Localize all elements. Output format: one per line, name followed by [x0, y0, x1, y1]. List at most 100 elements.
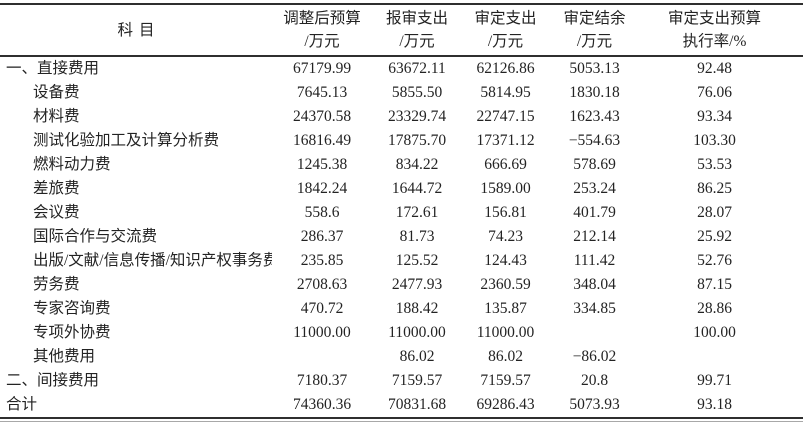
value-cell: 5855.50	[391, 84, 443, 101]
table-row: 会议费 558.6 172.61 156.81 401.79 28.07	[0, 201, 803, 225]
value-cell: 103.30	[693, 132, 736, 149]
value-cell: 7180.37	[296, 372, 348, 389]
bottom-rule-shadow	[0, 421, 803, 422]
value-cell: 5053.13	[569, 60, 620, 77]
subject-cell: 出版/文献/信息传播/知识产权事务费	[33, 252, 272, 269]
value-cell: 23329.74	[387, 108, 447, 125]
value-cell: 22747.15	[476, 108, 535, 125]
value-cell: 11000.00	[388, 324, 446, 341]
value-cell: 11000.00	[476, 324, 535, 341]
value-cell: 135.87	[484, 300, 527, 317]
table-row: 合计 74360.36 70831.68 69286.43 5073.93 93…	[0, 393, 803, 418]
value-cell	[549, 321, 640, 345]
value-cell: 172.61	[395, 204, 439, 221]
header-line2: /万元	[304, 33, 340, 50]
value-cell: 86.02	[399, 348, 435, 365]
value-cell: 1245.38	[296, 156, 348, 173]
header-line1: 审定结余	[563, 10, 626, 27]
subject-cell: 设备费	[33, 84, 80, 101]
value-cell: 74.23	[488, 228, 523, 245]
table-row: 测试化验加工及计算分析费 16816.49 17875.70 17371.12 …	[0, 129, 803, 153]
value-cell: 578.69	[573, 156, 616, 173]
value-cell: 111.42	[573, 252, 616, 269]
col-header-adjusted-budget: 调整后预算 /万元	[272, 4, 372, 57]
value-cell: 834.22	[395, 156, 439, 173]
value-cell: 2360.59	[480, 276, 531, 293]
value-cell: 28.86	[697, 300, 732, 317]
value-cell: 81.73	[399, 228, 435, 245]
subject-cell: 合计	[6, 396, 38, 413]
value-cell: 20.8	[580, 372, 609, 389]
value-cell: 334.85	[573, 300, 616, 317]
value-cell: 253.24	[573, 180, 616, 197]
value-cell: 63672.11	[388, 60, 446, 77]
subject-cell: 材料费	[33, 108, 80, 125]
value-cell: 86.25	[697, 180, 732, 197]
value-cell: 235.85	[300, 252, 344, 269]
header-line1: 审定支出预算	[667, 10, 761, 27]
table-row: 差旅费 1842.24 1644.72 1589.00 253.24 86.25	[0, 177, 803, 201]
header-row: 科目 调整后预算 /万元 报审支出 /万元 审定支出 /万元 审定结余 /万元	[0, 4, 803, 57]
subject-header-label: 科目	[117, 21, 161, 39]
header-line2: /万元	[487, 33, 524, 50]
header-line2: /万元	[399, 33, 435, 50]
col-header-approved-balance: 审定结余 /万元	[549, 4, 640, 57]
value-cell: 53.53	[697, 156, 732, 173]
subject-cell: 专项外协费	[33, 324, 111, 341]
value-cell: 28.07	[697, 204, 732, 221]
subject-cell: 燃料动力费	[33, 156, 111, 173]
value-cell: 70831.68	[387, 396, 447, 413]
value-cell: 87.15	[697, 276, 732, 293]
table-row: 燃料动力费 1245.38 834.22 666.69 578.69 53.53	[0, 153, 803, 177]
header-line2: /万元	[576, 33, 613, 50]
value-cell: 2477.93	[391, 276, 443, 293]
subject-cell: 劳务费	[33, 276, 80, 293]
value-cell: 17371.12	[476, 132, 535, 149]
table-row: 其他费用 86.02 86.02 −86.02	[0, 345, 803, 369]
table-row: 国际合作与交流费 286.37 81.73 74.23 212.14 25.92	[0, 225, 803, 249]
value-cell: 52.76	[697, 252, 732, 269]
table-row: 设备费 7645.13 5855.50 5814.95 1830.18 76.0…	[0, 81, 803, 105]
header-line2: 执行率/%	[682, 33, 747, 50]
value-cell: 1830.18	[569, 84, 620, 101]
subject-cell: 差旅费	[33, 180, 80, 197]
col-header-approved-expenditure: 审定支出 /万元	[462, 4, 549, 57]
table-row: 二、间接费用 7180.37 7159.57 7159.57 20.8 99.7…	[0, 369, 803, 393]
subject-cell: 测试化验加工及计算分析费	[33, 132, 220, 149]
value-cell: 11000.00	[293, 324, 351, 341]
value-cell: 470.72	[300, 300, 344, 317]
table-row: 材料费 24370.58 23329.74 22747.15 1623.43 9…	[0, 105, 803, 129]
value-cell: 7159.57	[480, 372, 531, 389]
table-row: 出版/文献/信息传播/知识产权事务费 235.85 125.52 124.43 …	[0, 249, 803, 273]
subject-cell: 国际合作与交流费	[33, 228, 158, 245]
subject-cell: 会议费	[33, 204, 80, 221]
value-cell: 24370.58	[292, 108, 352, 125]
col-header-execution-rate: 审定支出预算 执行率/%	[640, 4, 803, 57]
value-cell: 2708.63	[296, 276, 348, 293]
value-cell: 69286.43	[476, 396, 535, 413]
table-header: 科目 调整后预算 /万元 报审支出 /万元 审定支出 /万元 审定结余 /万元	[0, 4, 803, 57]
value-cell: 188.42	[395, 300, 439, 317]
value-cell: 348.04	[573, 276, 616, 293]
value-cell: 7159.57	[391, 372, 443, 389]
budget-execution-table: 科目 调整后预算 /万元 报审支出 /万元 审定支出 /万元 审定结余 /万元	[0, 3, 803, 419]
header-line1: 报审支出	[385, 10, 448, 27]
table-row: 专家咨询费 470.72 188.42 135.87 334.85 28.86	[0, 297, 803, 321]
value-cell: 17875.70	[387, 132, 447, 149]
value-cell: 212.14	[573, 228, 616, 245]
value-cell: 76.06	[697, 84, 732, 101]
value-cell	[640, 345, 803, 369]
value-cell: 5073.93	[569, 396, 620, 413]
value-cell: 666.69	[484, 156, 527, 173]
value-cell: 62126.86	[476, 60, 535, 77]
value-cell	[272, 345, 372, 369]
value-cell: 401.79	[573, 204, 616, 221]
value-cell: 86.02	[488, 348, 523, 365]
col-header-subject: 科目	[0, 4, 272, 57]
value-cell: 93.18	[697, 396, 732, 413]
table-row: 劳务费 2708.63 2477.93 2360.59 348.04 87.15	[0, 273, 803, 297]
value-cell: 286.37	[300, 228, 344, 245]
value-cell: 1589.00	[480, 180, 531, 197]
table-row: 一、直接费用 67179.99 63672.11 62126.86 5053.1…	[0, 56, 803, 81]
